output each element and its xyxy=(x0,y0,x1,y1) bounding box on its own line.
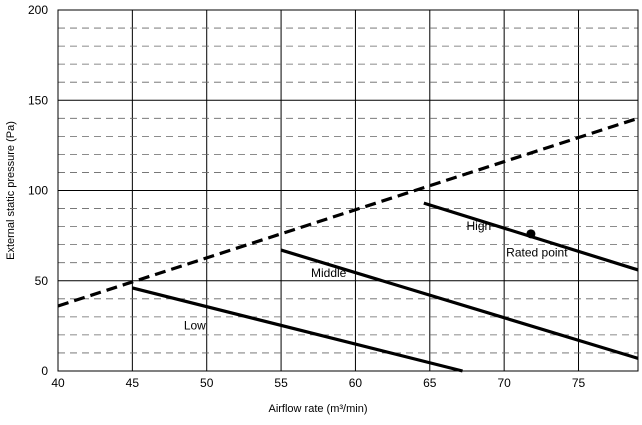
plot-frame xyxy=(57,9,639,372)
x-tick-label: 50 xyxy=(200,376,214,390)
y-tick-label: 150 xyxy=(28,93,48,107)
rated-point-marker xyxy=(526,229,536,239)
x-tick-label: 60 xyxy=(349,376,363,390)
x-axis-title: Airflow rate (m³/min) xyxy=(268,403,367,415)
series-labels: High Middle Low Rated point xyxy=(184,219,568,332)
y-tick-label: 200 xyxy=(28,3,48,17)
x-tick-label: 65 xyxy=(423,376,437,390)
y-tick-label: 0 xyxy=(41,364,48,378)
x-tick-label: 75 xyxy=(572,376,586,390)
x-tick-label: 45 xyxy=(126,376,140,390)
rated-point-label: Rated point xyxy=(506,245,568,259)
series-label-low: Low xyxy=(184,318,206,332)
x-tick-label: 55 xyxy=(274,376,288,390)
y-tick-label: 100 xyxy=(28,184,48,198)
y-axis-title: External static pressure (Pa) xyxy=(5,121,17,260)
boundary-dashed-line xyxy=(57,116,639,308)
series-label-middle: Middle xyxy=(311,266,347,280)
tick-labels: 40 45 50 55 60 65 70 75 0 50 100 150 200 xyxy=(28,3,586,390)
series-line-middle xyxy=(280,248,639,360)
x-tick-label: 70 xyxy=(497,376,511,390)
x-tick-label: 40 xyxy=(51,376,65,390)
series-lines xyxy=(57,116,639,373)
series-line-low xyxy=(131,286,463,373)
series-label-high: High xyxy=(467,219,492,233)
y-tick-label: 50 xyxy=(35,274,49,288)
grid xyxy=(57,10,638,371)
